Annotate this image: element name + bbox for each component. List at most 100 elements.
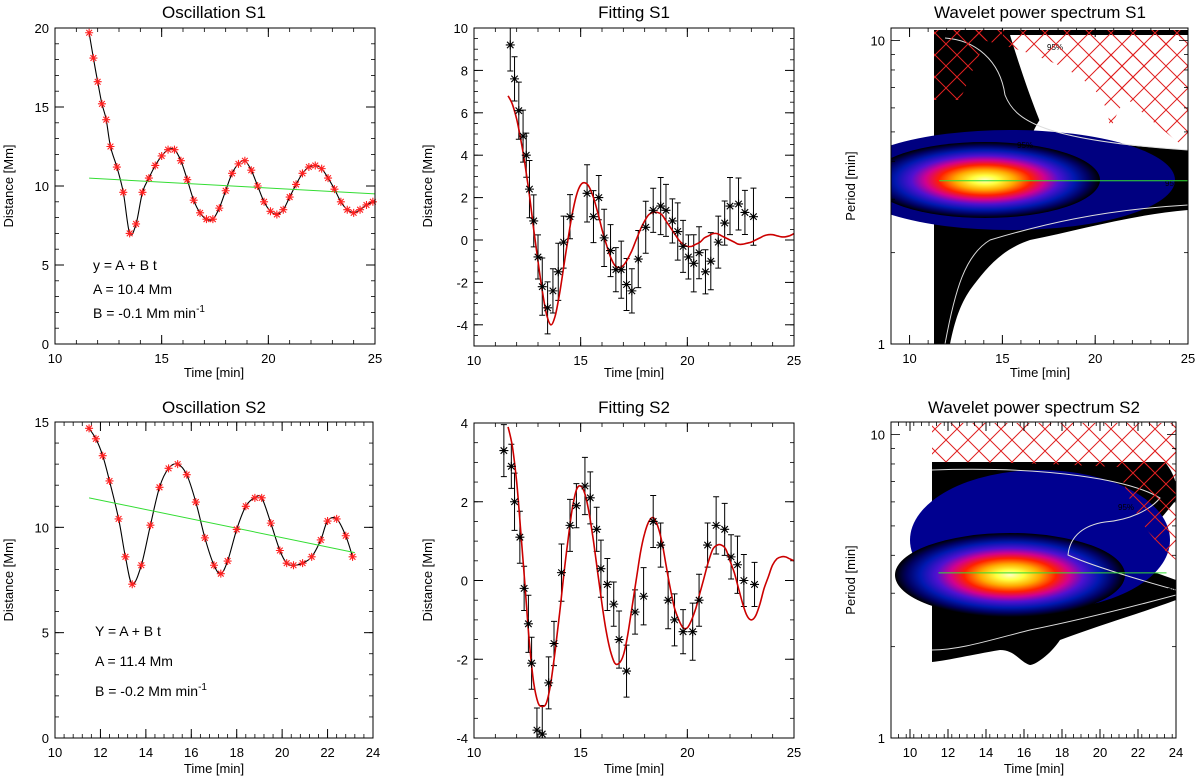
y-tick-label: 20: [35, 21, 49, 36]
xlabel-fit-s1: Time [min]: [604, 365, 664, 380]
data-point: [183, 175, 192, 184]
panel-wavelet-s1: Wavelet power spectrum S1 95% 95% 95% 95…: [843, 3, 1195, 380]
x-tick-label: 18: [1055, 745, 1069, 760]
y-tick-label: 10: [454, 21, 468, 36]
data-point: [609, 599, 619, 609]
data-point: [580, 481, 590, 491]
x-tick-label: 20: [1093, 745, 1107, 760]
data-point: [549, 639, 559, 648]
xlabel-wav-s1: Time [min]: [1010, 365, 1070, 380]
data-point: [720, 524, 730, 534]
data-point: [711, 520, 721, 530]
x-tick-label: 10: [903, 745, 917, 760]
plot-fit-s1: [505, 28, 794, 335]
data-point: [210, 561, 218, 570]
wavelet-s2-field: 95% 95% 95%: [895, 423, 1176, 665]
xlabel-osc-s2: Time [min]: [184, 761, 244, 776]
data-point: [594, 193, 604, 203]
contour-label-s1-a: 95%: [1017, 141, 1033, 150]
data-point: [514, 106, 524, 116]
data-point: [362, 200, 371, 209]
panel-fitting-s2: Fitting S2 10 15 20 25 -4 -2 0 2 4 Time [min] Di…: [420, 398, 801, 776]
data-point: [266, 207, 275, 216]
data-point: [316, 535, 325, 544]
data-point: [146, 521, 155, 530]
oscillation-curve: [88, 32, 374, 236]
data-point: [700, 267, 710, 277]
data-point: [648, 205, 658, 215]
contour-95-s2-lower: [931, 594, 1176, 651]
contour-label-s1-c: 95%: [1165, 179, 1181, 188]
data-point: [125, 229, 134, 238]
x-tick-label: 10: [48, 351, 62, 366]
data-point: [298, 559, 307, 568]
data-point: [739, 576, 749, 585]
x-tick-label: 25: [368, 351, 382, 366]
data-point: [208, 215, 217, 224]
data-point: [182, 470, 191, 479]
data-point: [548, 286, 558, 296]
data-point: [670, 615, 680, 625]
x-tick-label: 12: [941, 745, 955, 760]
contour-label-s2-c: 95%: [993, 617, 1009, 626]
data-point: [260, 197, 269, 206]
ylabel-fit-s2: Distance [Mm]: [420, 538, 435, 621]
data-point: [215, 204, 224, 213]
data-point: [332, 514, 341, 523]
annot-b-s2: B = -0.2 Mm min-1: [95, 682, 207, 699]
annot-b-s1-exp: -1: [196, 304, 205, 315]
data-point: [748, 212, 758, 222]
data-point: [343, 205, 352, 214]
data-point: [505, 40, 515, 50]
x-tick-label: 25: [787, 745, 801, 760]
data-point: [527, 658, 537, 668]
y-tick-label: 1: [878, 731, 885, 746]
y-tick-label: 4: [461, 148, 468, 163]
data-point: [155, 483, 164, 492]
data-point: [506, 461, 516, 471]
y-tick-label: 6: [461, 106, 468, 121]
y-tick-label: 1: [878, 337, 885, 352]
xlabel-wav-s2: Time [min]: [1004, 761, 1064, 776]
data-point: [266, 519, 275, 528]
coi-hatch-s1-left: [934, 30, 990, 100]
data-point: [285, 193, 294, 202]
frame-osc-s2: [54, 421, 374, 739]
annot-b-s1: B = -0.1 Mm min-1: [93, 304, 205, 321]
x-tick-label: 24: [1169, 745, 1183, 760]
frame-osc-s1: [54, 27, 376, 345]
title-wavelet-s2: Wavelet power spectrum S2: [928, 398, 1140, 417]
data-point: [317, 164, 326, 173]
annot-a-s1: A = 10.4 Mm: [93, 281, 172, 297]
data-point: [559, 237, 569, 247]
data-point: [128, 580, 137, 589]
data-point: [523, 619, 533, 629]
data-point: [694, 595, 704, 605]
y-tick-label: 15: [35, 415, 49, 430]
data-point: [627, 286, 637, 296]
data-point: [596, 564, 606, 574]
plot-osc-s2: [85, 424, 357, 589]
data-point: [247, 166, 256, 175]
data-point: [533, 252, 543, 262]
title-fitting-s2: Fitting S2: [598, 398, 670, 417]
data-point: [529, 216, 539, 226]
data-point: [275, 546, 284, 555]
data-point: [272, 210, 281, 219]
data-point: [228, 169, 237, 178]
data-point: [173, 460, 182, 469]
data-point: [289, 561, 298, 570]
wavelet-s2-power-core: [895, 533, 1125, 617]
data-point: [683, 252, 693, 262]
annot-equation-s2: Y = A + B t: [95, 623, 161, 639]
data-point: [341, 531, 350, 540]
data-point: [189, 196, 198, 205]
ticks-wav-s2: 10 12 14 16 18 20 22 24 1 10: [871, 422, 1183, 760]
contour-95-s1-lower: [944, 204, 1188, 344]
y-tick-label: 10: [871, 428, 885, 443]
data-point: [673, 227, 683, 237]
data-point: [176, 156, 185, 165]
y-tick-label: 10: [35, 179, 49, 194]
data-point: [89, 54, 98, 63]
